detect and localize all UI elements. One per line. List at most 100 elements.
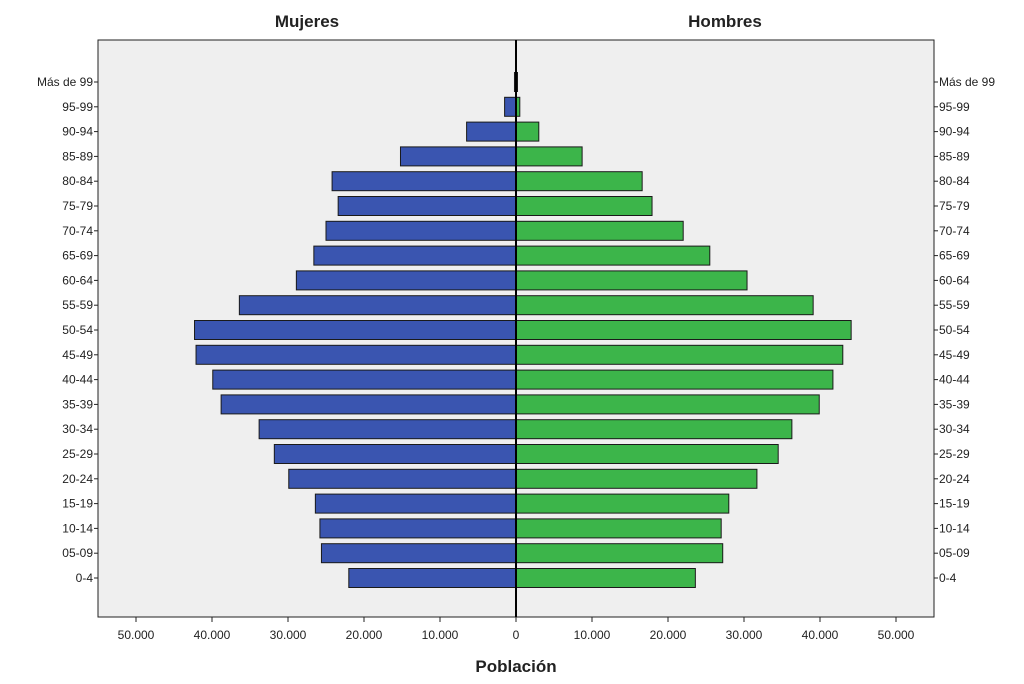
left-category-label: 80-84 — [62, 174, 93, 188]
female-bar — [295, 270, 517, 291]
male-bar — [515, 295, 814, 316]
female-bar — [194, 320, 517, 340]
male-bar — [515, 245, 711, 266]
left-category-label: 10-14 — [62, 521, 93, 535]
left-category-label: 15-19 — [62, 497, 93, 511]
male-bar — [515, 171, 643, 192]
right-category-label: 35-39 — [939, 397, 970, 411]
male-bar — [515, 196, 653, 216]
male-bar — [515, 543, 724, 564]
left-category-label: 65-69 — [62, 249, 93, 263]
right-category-label: 50-54 — [939, 323, 970, 337]
x-tick-label: 10.000 — [422, 628, 459, 642]
left-category-label: 20-24 — [62, 472, 93, 486]
male-bar — [515, 344, 844, 365]
male-bars — [515, 72, 852, 588]
right-category-label: 90-94 — [939, 125, 970, 139]
right-category-labels: Más de 99 95-99 90-94 85-89 80-84 75-79 70-74 6… — [934, 75, 995, 585]
left-category-label: 30-34 — [62, 422, 93, 436]
left-category-label: 05-09 — [62, 546, 93, 560]
female-bar — [258, 419, 517, 440]
male-bar — [515, 121, 540, 142]
left-category-label: 90-94 — [62, 125, 93, 139]
x-tick-label: 50.000 — [878, 628, 915, 642]
right-category-label: 80-84 — [939, 174, 970, 188]
female-bar — [320, 543, 517, 564]
female-bar — [337, 196, 517, 216]
x-axis-ticks: 50.000 40.000 30.000 20.000 10.000 0 10.000 20.… — [118, 617, 915, 642]
male-bar — [515, 394, 820, 415]
female-bar — [212, 369, 517, 390]
male-bar — [515, 369, 834, 390]
right-category-label: 15-19 — [939, 497, 970, 511]
right-category-label: 20-24 — [939, 472, 970, 486]
left-category-label: 50-54 — [62, 323, 93, 337]
left-category-label: 45-49 — [62, 348, 93, 362]
male-bar — [515, 444, 779, 464]
left-category-label: 75-79 — [62, 199, 93, 213]
male-bar — [515, 493, 730, 514]
right-category-label: Más de 99 — [939, 75, 995, 89]
right-category-label: 70-74 — [939, 224, 970, 238]
right-category-label: 55-59 — [939, 298, 970, 312]
right-panel-title: Hombres — [688, 12, 762, 31]
x-tick-label: 10.000 — [574, 628, 611, 642]
female-bar — [220, 394, 517, 415]
left-category-label: 0-4 — [76, 571, 94, 585]
x-tick-label: 30.000 — [270, 628, 307, 642]
x-tick-label: 40.000 — [802, 628, 839, 642]
right-category-label: 85-89 — [939, 149, 970, 163]
right-category-label: 45-49 — [939, 348, 970, 362]
female-bar — [313, 245, 517, 266]
x-tick-label: 50.000 — [118, 628, 155, 642]
right-category-label: 40-44 — [939, 373, 970, 387]
female-bar — [399, 146, 517, 167]
left-category-label: 85-89 — [62, 149, 93, 163]
female-bar — [288, 468, 517, 489]
right-category-label: 05-09 — [939, 546, 970, 560]
female-bar — [314, 493, 517, 514]
female-bar — [319, 518, 517, 539]
left-category-labels: Más de 99 95-99 90-94 85-89 80-84 75-79 70-74 6… — [37, 75, 98, 585]
female-bar — [348, 568, 517, 588]
left-panel-title: Mujeres — [275, 12, 339, 31]
female-bar — [504, 96, 517, 117]
right-category-label: 60-64 — [939, 273, 970, 287]
left-category-label: 60-64 — [62, 273, 93, 287]
male-bar — [515, 568, 696, 588]
female-bar — [195, 344, 517, 365]
x-tick-label: 40.000 — [194, 628, 231, 642]
female-bars — [194, 72, 517, 588]
x-tick-label: 20.000 — [346, 628, 383, 642]
left-category-label: 95-99 — [62, 100, 93, 114]
x-tick-label: 0 — [513, 628, 520, 642]
left-category-label: Más de 99 — [37, 75, 93, 89]
male-bar — [515, 468, 758, 489]
right-category-label: 0-4 — [939, 571, 957, 585]
left-category-label: 55-59 — [62, 298, 93, 312]
right-category-label: 95-99 — [939, 100, 970, 114]
left-category-label: 25-29 — [62, 447, 93, 461]
female-bar — [331, 171, 517, 192]
right-category-label: 65-69 — [939, 249, 970, 263]
male-bar — [515, 146, 583, 167]
left-category-label: 40-44 — [62, 373, 93, 387]
male-bar — [515, 320, 852, 340]
x-tick-label: 30.000 — [726, 628, 763, 642]
female-bar — [325, 220, 517, 241]
right-category-label: 30-34 — [939, 422, 970, 436]
left-category-label: 35-39 — [62, 397, 93, 411]
left-category-label: 70-74 — [62, 224, 93, 238]
x-tick-label: 20.000 — [650, 628, 687, 642]
female-bar — [466, 121, 517, 142]
male-bar — [515, 220, 684, 241]
right-category-label: 75-79 — [939, 199, 970, 213]
right-category-label: 10-14 — [939, 521, 970, 535]
female-bar — [238, 295, 517, 316]
female-bar — [273, 444, 517, 464]
right-category-label: 25-29 — [939, 447, 970, 461]
male-bar — [515, 419, 793, 440]
x-axis-title: Población — [475, 657, 556, 676]
